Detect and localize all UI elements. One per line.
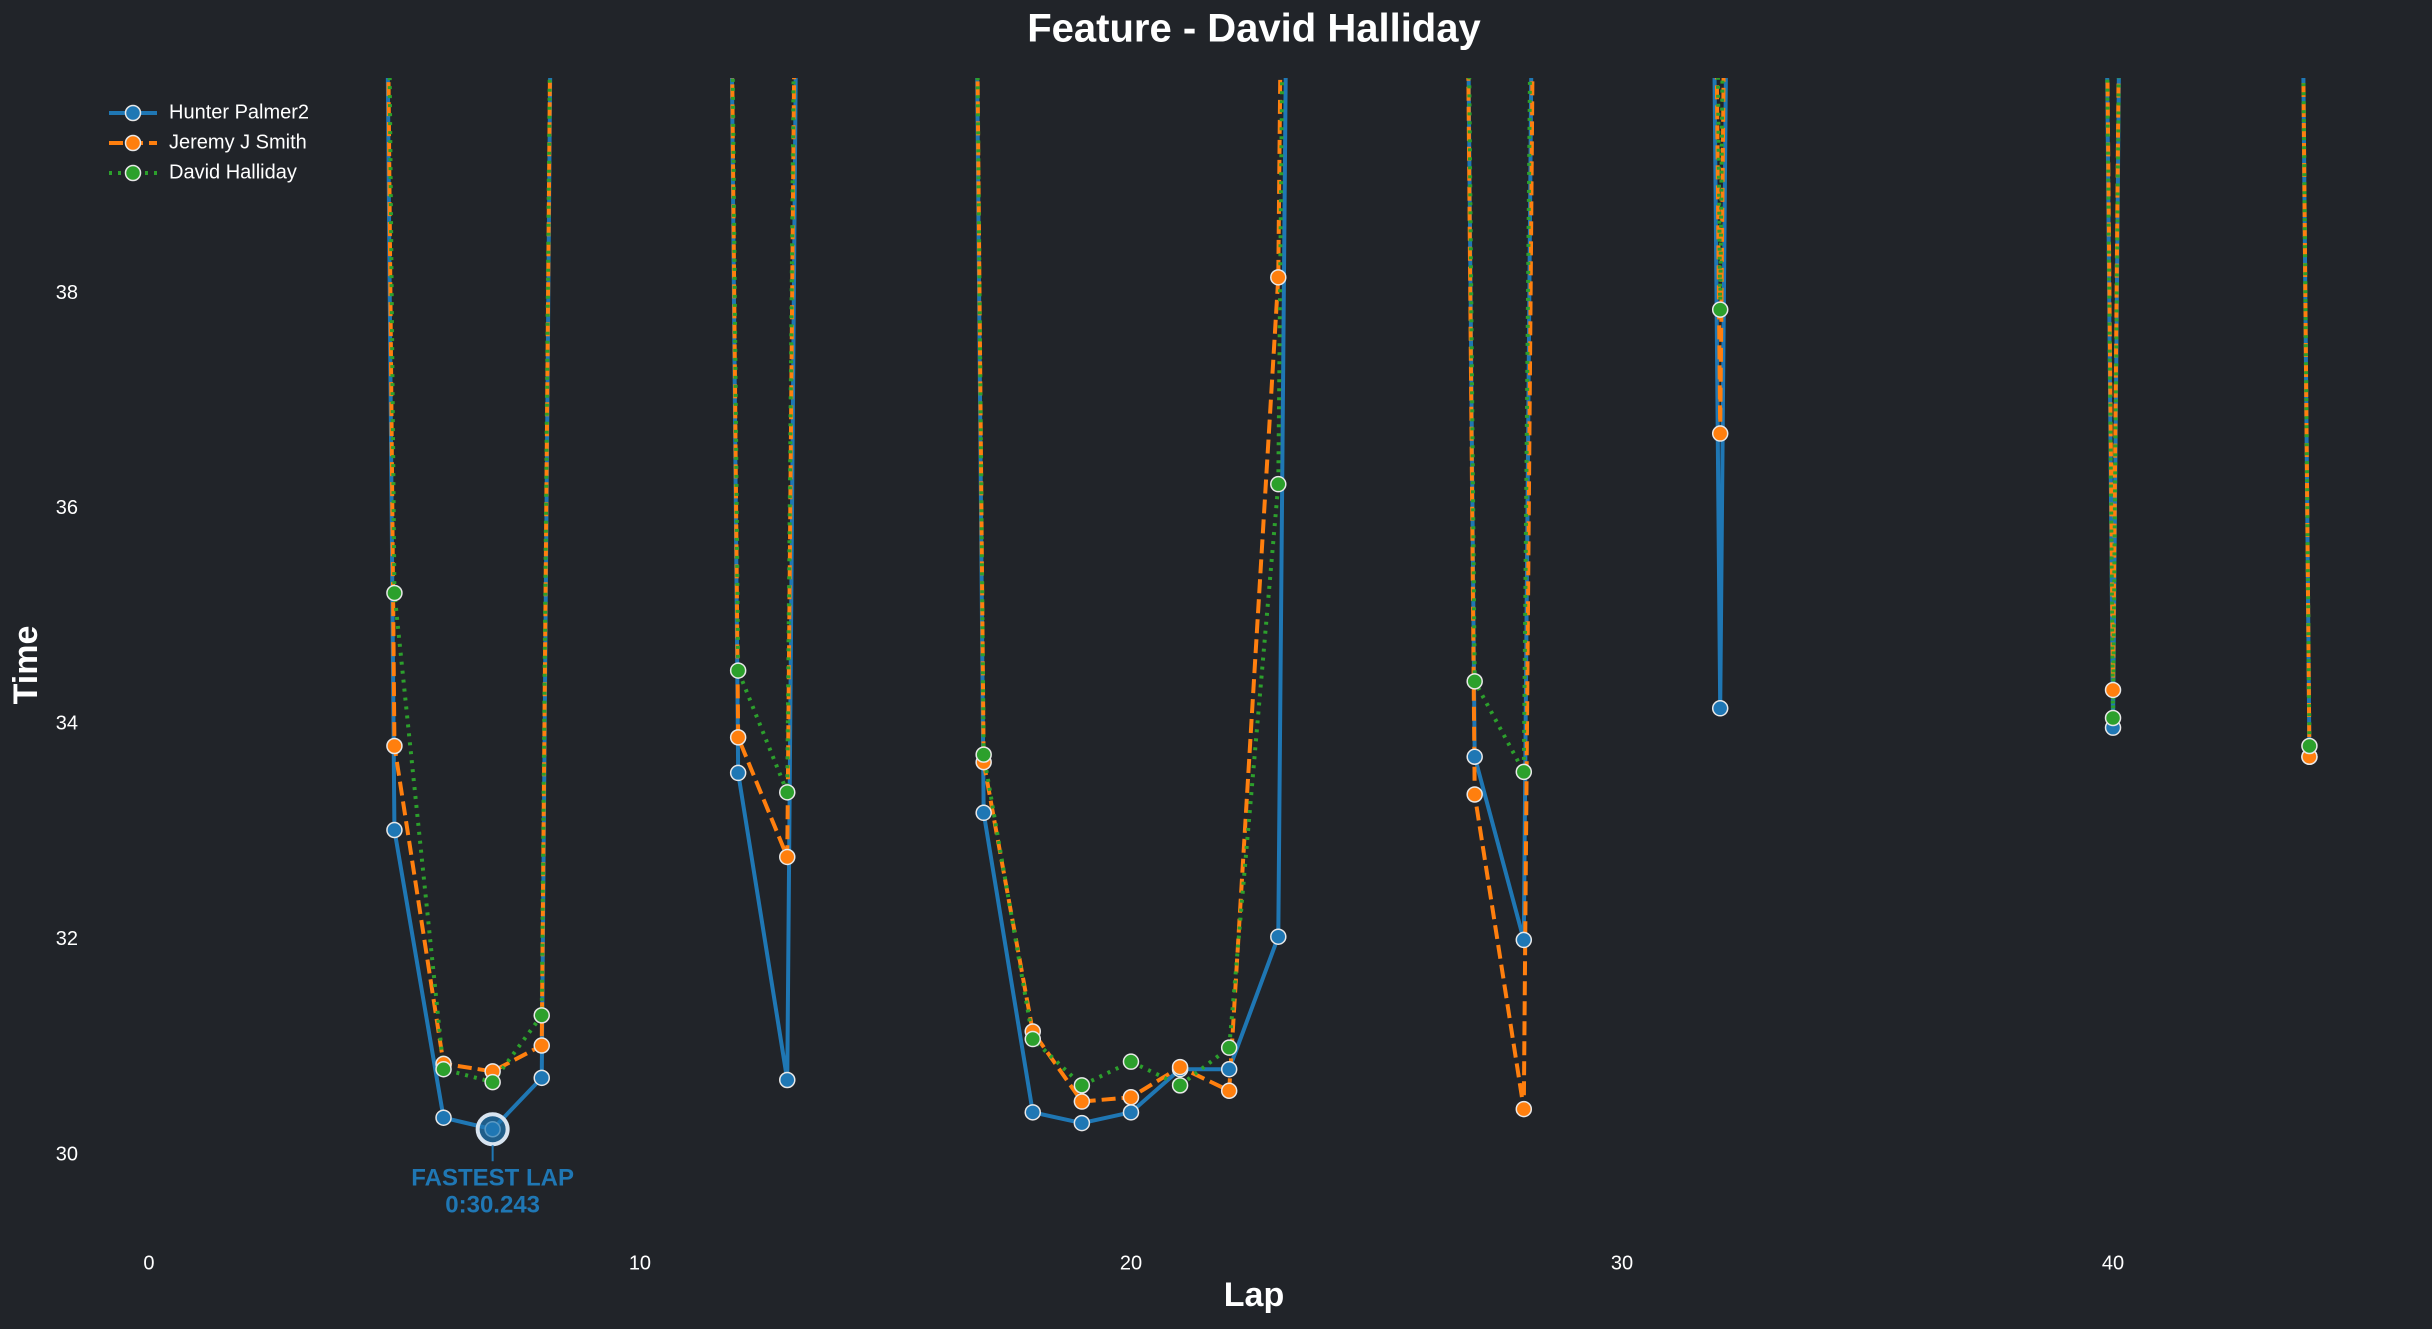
- point: [1122, 1088, 1140, 1106]
- y-axis-label: Time: [7, 626, 45, 705]
- annotation-text: FASTEST LAP: [411, 1165, 574, 1192]
- point: [1024, 1030, 1042, 1048]
- point: [2104, 709, 2122, 727]
- point: [1711, 700, 1729, 717]
- point: [386, 821, 403, 839]
- x-axis-label: Lap: [1224, 1276, 1284, 1314]
- point: [1270, 928, 1287, 945]
- point: [533, 1069, 550, 1087]
- point: [1515, 931, 1533, 949]
- point: [729, 764, 747, 782]
- series-line: [386, 78, 2312, 1110]
- point: [484, 1073, 501, 1091]
- point: [1711, 425, 1729, 442]
- point: [1073, 1077, 1091, 1094]
- point: [1515, 763, 1533, 781]
- plot-area: [385, 78, 2318, 1138]
- legend-swatch-marker: [124, 164, 142, 182]
- point: [1220, 1060, 1238, 1078]
- y-tick-label: 30: [56, 1144, 78, 1166]
- point: [2301, 737, 2318, 755]
- x-tick-label: 0: [143, 1252, 154, 1274]
- series-line: [387, 78, 2312, 1088]
- point: [533, 1007, 550, 1024]
- point: [1711, 301, 1729, 318]
- point: [386, 584, 403, 602]
- legend-swatch-marker: [124, 134, 142, 152]
- point: [1171, 1077, 1189, 1094]
- point: [1466, 673, 1483, 690]
- legend-label: David Halliday: [169, 161, 297, 183]
- point: [386, 737, 403, 755]
- fastest-lap-highlight: [475, 1112, 510, 1147]
- x-tick-label: 10: [629, 1252, 651, 1274]
- point: [1073, 1114, 1091, 1132]
- y-tick-label: 36: [56, 497, 78, 519]
- point: [975, 746, 992, 763]
- point: [779, 1071, 796, 1089]
- point: [1220, 1039, 1238, 1056]
- legend-swatch-marker: [124, 104, 142, 122]
- y-tick-label: 38: [56, 282, 78, 304]
- point: [2104, 681, 2122, 699]
- point: [779, 848, 796, 866]
- point: [1073, 1093, 1091, 1110]
- point: [975, 804, 992, 822]
- x-tick-label: 20: [1120, 1252, 1142, 1274]
- point: [1466, 748, 1483, 766]
- point: [435, 1109, 452, 1126]
- point: [1024, 1104, 1042, 1121]
- point: [1270, 475, 1287, 493]
- point: [435, 1060, 452, 1078]
- y-tick-label: 34: [56, 713, 78, 735]
- legend-label: Hunter Palmer2: [169, 101, 309, 123]
- series-line: [385, 78, 2312, 1132]
- point: [729, 662, 747, 679]
- point: [1220, 1082, 1238, 1100]
- chart-title: Feature - David Halliday: [1027, 7, 1481, 51]
- point: [1122, 1104, 1140, 1121]
- point: [729, 729, 747, 746]
- legend-label: Jeremy J Smith: [169, 131, 307, 153]
- point: [779, 784, 796, 801]
- point: [533, 1037, 550, 1054]
- point: [1171, 1058, 1189, 1076]
- annotation-text: 0:30.243: [445, 1192, 540, 1219]
- point: [1122, 1053, 1140, 1070]
- x-tick-label: 30: [1611, 1252, 1633, 1274]
- point: [1270, 269, 1287, 286]
- x-tick-label: 40: [2102, 1252, 2124, 1274]
- point: [1515, 1100, 1533, 1118]
- y-tick-label: 32: [56, 928, 78, 950]
- point: [1466, 786, 1483, 803]
